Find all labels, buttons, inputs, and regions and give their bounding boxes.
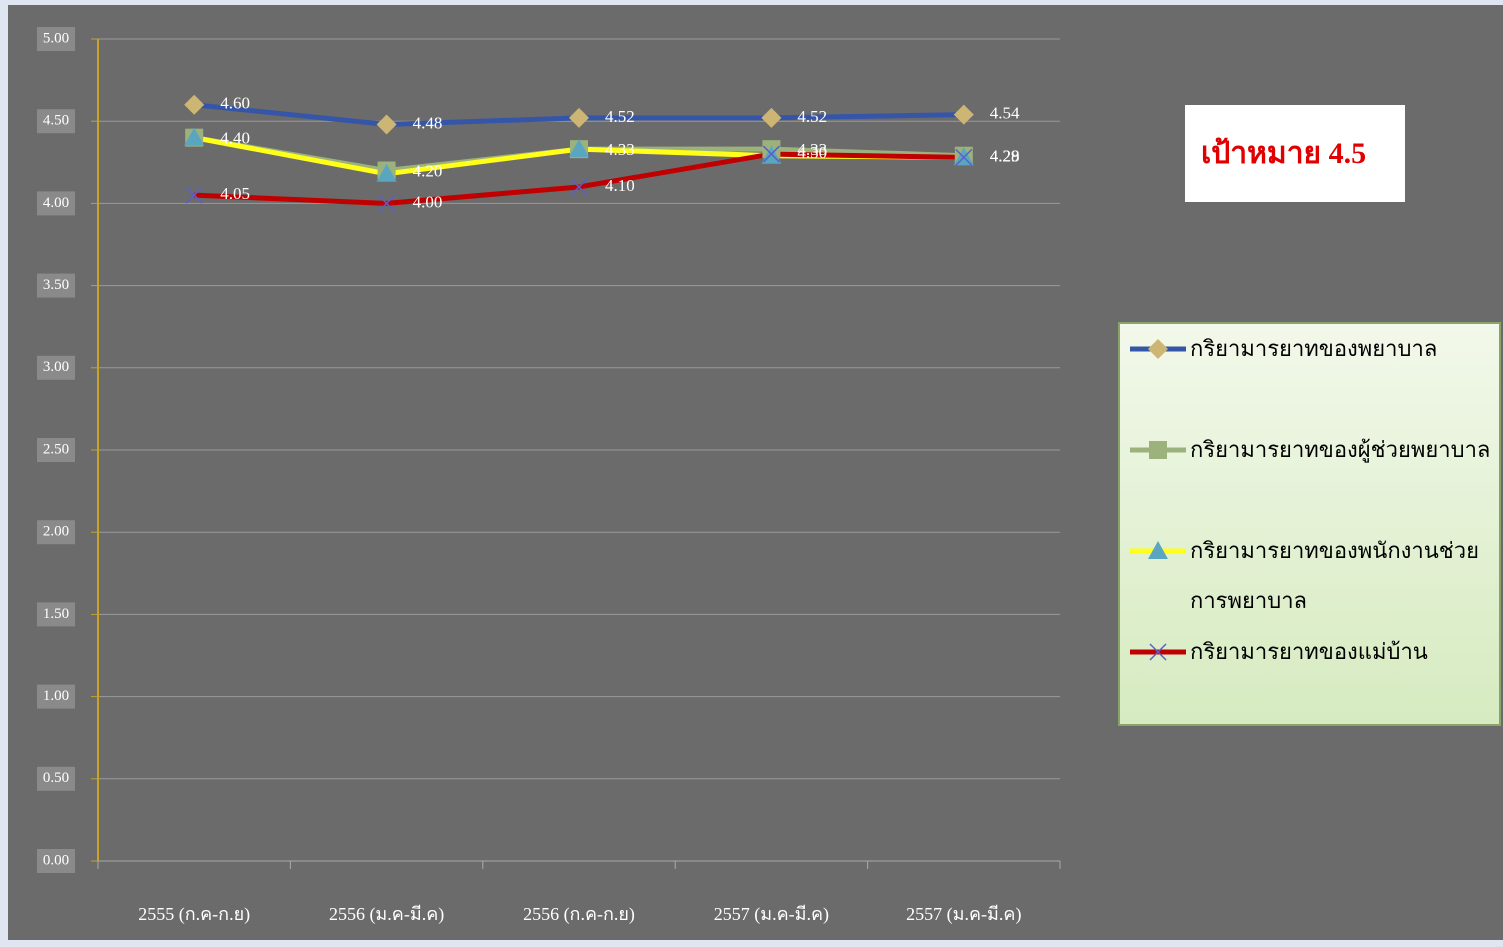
data-label: 4.33 [797,140,827,159]
y-tick-label: 5.00 [43,30,69,46]
legend-item: กริยามารยาทของพยาบาล [1120,334,1499,435]
marker [1148,541,1168,559]
x-tick-label: 2555 (ก.ค-ก.ย) [138,904,250,925]
annotation: เป้าหมาย 4.5 [1185,105,1405,202]
marker [1149,441,1167,459]
legend-label: กริยามารยาทของแม่บ้าน [1190,639,1428,664]
x-tick-label: 2556 (ม.ค-มี.ค) [329,904,444,925]
marker [185,186,203,204]
marker [184,94,205,115]
data-label: 4.33 [605,140,635,159]
y-tick-label: 4.50 [43,113,69,129]
y-tick-label: 2.50 [43,441,69,457]
y-tick-box [37,355,75,380]
y-tick-box [37,766,75,791]
legend-label: กริยามารยาทของพนักงานช่วยการพยาบาล [1190,538,1479,613]
y-tick-box [37,27,75,51]
marker [569,107,589,128]
legend-item: กริยามารยาทของผู้ช่วยพยาบาล [1120,435,1499,536]
legend-swatch [1130,339,1186,359]
y-tick-label: 4.00 [43,195,69,211]
marker [570,178,588,196]
y-tick-box [37,520,75,545]
marker [1148,339,1168,359]
data-label: 4.52 [605,107,635,126]
marker [761,107,782,128]
legend: กริยามารยาทของพยาบาลกริยามารยาทของผู้ช่ว… [1118,322,1501,726]
legend-item: กริยามารยาทของพนักงานช่วยการพยาบาล [1120,536,1499,637]
y-tick-label: 0.50 [43,770,69,786]
data-label: 4.60 [220,94,250,113]
data-label: 4.48 [413,113,443,132]
y-tick-label: 3.00 [43,359,69,375]
y-tick-box [37,109,75,134]
y-tick-box [37,191,75,216]
legend-item: กริยามารยาทของแม่บ้าน [1120,637,1499,738]
data-label: 4.20 [413,161,443,180]
legend-label: กริยามารยาทของผู้ช่วยพยาบาล [1190,437,1491,462]
marker [376,163,397,182]
marker [953,104,974,125]
data-label: 4.10 [605,176,635,195]
data-label: 4.29 [990,147,1020,166]
legend-label: กริยามารยาทของพยาบาล [1190,336,1438,361]
y-tick-label: 1.00 [43,688,69,704]
y-tick-box [37,849,75,873]
marker [955,148,973,166]
legend-swatch [1130,541,1186,559]
marker [569,139,589,158]
data-label: 4.54 [990,104,1020,123]
y-tick-label: 3.50 [43,277,69,293]
data-label: 4.05 [220,184,250,203]
y-tick-box [37,273,75,298]
marker [376,114,397,135]
y-tick-label: 0.00 [43,852,69,868]
data-label: 4.00 [413,192,443,211]
y-tick-box [37,438,75,462]
x-tick-label: 2557 (ม.ค-มี.ค) [906,904,1021,925]
marker [184,127,205,146]
y-tick-label: 1.50 [43,606,69,622]
legend-swatch [1130,643,1186,661]
marker [1149,643,1167,661]
marker [762,145,780,163]
x-tick-label: 2557 (ม.ค-มี.ค) [714,904,829,925]
data-label: 4.30 [797,143,827,162]
y-tick-box [37,684,75,709]
legend-swatch [1130,441,1186,459]
y-tick-box [37,602,75,627]
data-label: 4.52 [797,107,827,126]
x-tick-label: 2556 (ก.ค-ก.ย) [523,904,635,925]
data-label: 4.28 [990,146,1020,165]
y-tick-label: 2.00 [43,524,69,540]
marker [378,194,396,212]
data-label: 4.40 [220,129,250,148]
